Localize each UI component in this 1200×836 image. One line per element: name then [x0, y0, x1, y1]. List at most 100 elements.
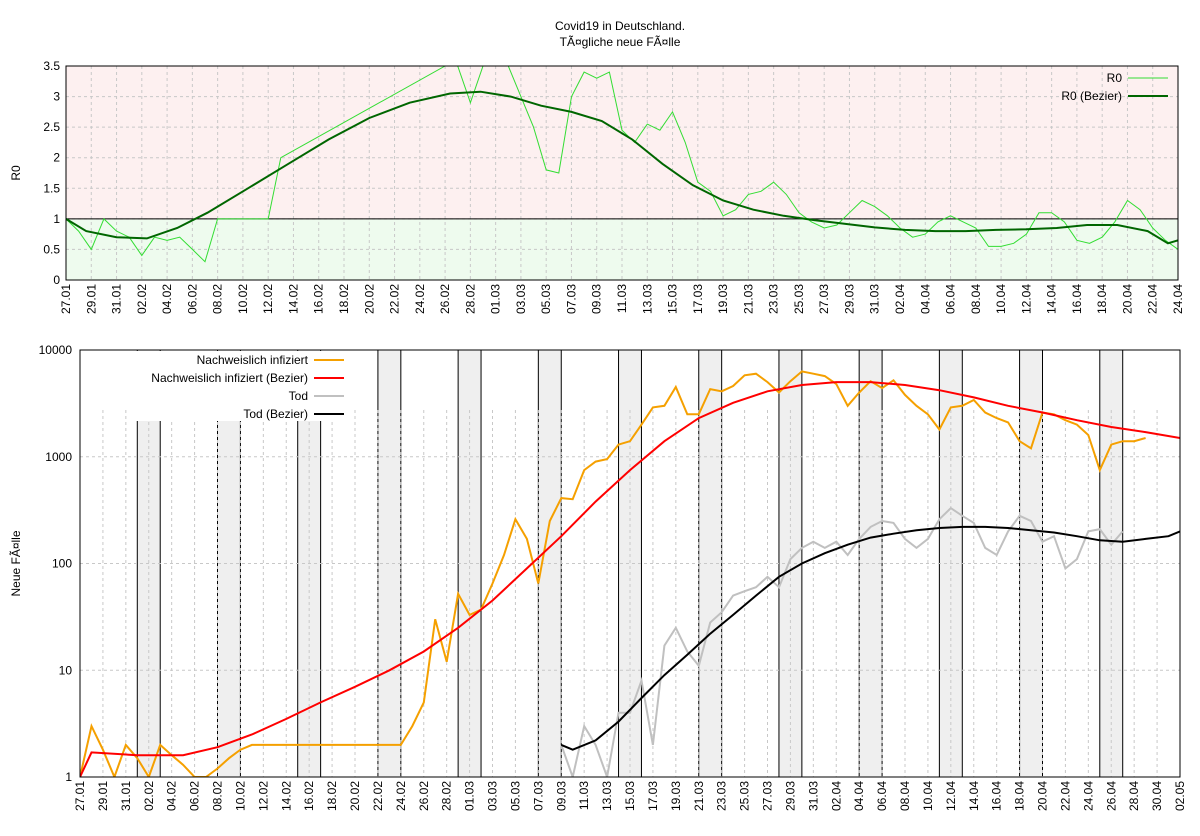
cases-xtick-label: 29.01	[96, 781, 110, 811]
cases-xtick-label: 14.04	[967, 781, 981, 811]
cases-xtick-label: 04.02	[165, 781, 179, 811]
cases-xtick-label: 22.04	[1058, 781, 1072, 811]
r0-xtick-label: 20.04	[1120, 284, 1134, 314]
cases-xtick-label: 08.02	[211, 781, 225, 811]
cases-xtick-label: 17.03	[646, 781, 660, 811]
chart-title: Covid19 in Deutschland.	[555, 19, 685, 33]
r0-xtick-label: 01.03	[489, 284, 503, 314]
r0-xtick-label: 07.03	[564, 284, 578, 314]
r0-xtick-label: 05.03	[539, 284, 553, 314]
r0-ylabel: R0	[9, 165, 23, 181]
r0-ytick-label: 0	[53, 273, 60, 287]
cases-xtick-label: 12.02	[256, 781, 270, 811]
cases-legend-label: Tod (Bezier)	[243, 407, 308, 421]
cases-xtick-label: 21.03	[692, 781, 706, 811]
cases-xtick-label: 20.04	[1036, 781, 1050, 811]
cases-xtick-label: 01.03	[463, 781, 477, 811]
r0-xtick-label: 16.04	[1070, 284, 1084, 314]
r0-xtick-label: 22.02	[388, 284, 402, 314]
cases-series-line	[80, 370, 1146, 777]
weekend-band	[859, 350, 883, 777]
r0-xtick-label: 02.04	[893, 284, 907, 314]
cases-xtick-label: 04.04	[852, 781, 866, 811]
cases-ylabel: Neue FÃ¤lle	[9, 530, 23, 596]
cases-xtick-label: 20.02	[348, 781, 362, 811]
r0-ytick-label: 2.5	[43, 120, 60, 134]
cases-xtick-label: 06.02	[188, 781, 202, 811]
cases-legend-label: Nachweislich infiziert	[197, 353, 309, 367]
r0-xtick-label: 13.03	[640, 284, 654, 314]
cases-xtick-label: 11.03	[577, 781, 591, 810]
r0-legend-label: R0 (Bezier)	[1061, 89, 1122, 103]
r0-xtick-label: 21.03	[741, 284, 755, 314]
cases-ytick-label: 100	[52, 557, 72, 571]
r0-xtick-label: 15.03	[666, 284, 680, 314]
r0-ytick-label: 1.5	[43, 181, 60, 195]
cases-xtick-label: 27.01	[73, 781, 87, 811]
cases-ytick-label: 1000	[45, 450, 72, 464]
r0-above-one-band	[66, 66, 1178, 219]
cases-xtick-label: 16.02	[302, 781, 316, 811]
r0-xtick-label: 24.04	[1171, 284, 1185, 314]
cases-xtick-label: 27.03	[761, 781, 775, 811]
cases-xtick-label: 25.03	[738, 781, 752, 811]
cases-ytick-label: 10000	[39, 343, 73, 357]
r0-ytick-label: 0.5	[43, 242, 60, 256]
r0-xtick-label: 10.04	[994, 284, 1008, 314]
weekend-band	[217, 350, 241, 777]
r0-xtick-label: 27.01	[59, 284, 73, 314]
cases-xtick-label: 26.04	[1104, 781, 1118, 811]
cases-xtick-label: 24.04	[1081, 781, 1095, 811]
cases-xtick-label: 31.03	[806, 781, 820, 811]
r0-xtick-label: 18.02	[337, 284, 351, 314]
r0-xtick-label: 19.03	[716, 284, 730, 314]
weekend-band	[377, 350, 401, 777]
cases-xtick-label: 08.04	[898, 781, 912, 811]
r0-series-line	[66, 90, 1178, 245]
cases-xtick-label: 10.02	[233, 781, 247, 811]
r0-xtick-label: 31.01	[110, 284, 124, 314]
r0-ytick-label: 3.5	[43, 59, 60, 73]
cases-xtick-label: 24.02	[394, 781, 408, 811]
r0-xtick-label: 20.02	[362, 284, 376, 314]
r0-xtick-label: 25.03	[792, 284, 806, 314]
cases-xtick-label: 05.03	[508, 781, 522, 811]
cases-ytick-label: 10	[59, 663, 73, 677]
cases-xtick-label: 02.02	[142, 781, 156, 811]
cases-xtick-label: 02.05	[1173, 781, 1187, 811]
cases-xtick-label: 28.04	[1127, 781, 1141, 811]
cases-xtick-label: 19.03	[669, 781, 683, 811]
r0-xtick-label: 29.03	[842, 284, 856, 314]
cases-xtick-label: 06.04	[875, 781, 889, 811]
cases-legend-bg	[130, 351, 348, 421]
r0-xtick-label: 12.04	[1019, 284, 1033, 314]
cases-xtick-label: 23.03	[715, 781, 729, 811]
weekend-band	[458, 350, 482, 777]
cases-legend-label: Nachweislich infiziert (Bezier)	[151, 371, 308, 385]
cases-series-line	[560, 525, 1180, 751]
r0-ytick-label: 1	[53, 212, 60, 226]
cases-xtick-label: 28.02	[440, 781, 454, 811]
r0-xtick-label: 11.03	[615, 284, 629, 313]
cases-xtick-label: 10.04	[921, 781, 935, 811]
r0-xtick-label: 04.02	[160, 284, 174, 314]
cases-xtick-label: 16.04	[990, 781, 1004, 811]
chart-subtitle: TÃ¤gliche neue FÃ¤lle	[560, 35, 681, 49]
r0-xtick-label: 18.04	[1095, 284, 1109, 314]
cases-legend-label: Tod	[289, 389, 308, 403]
cases-xtick-label: 02.04	[829, 781, 843, 811]
r0-ytick-label: 2	[53, 151, 60, 165]
cases-frame	[79, 349, 1181, 778]
cases-xtick-label: 09.03	[554, 781, 568, 811]
cases-series-line	[560, 506, 1124, 777]
r0-frame	[65, 65, 1179, 281]
r0-xtick-label: 31.03	[868, 284, 882, 314]
r0-xtick-label: 16.02	[312, 284, 326, 314]
r0-xtick-label: 14.04	[1045, 284, 1059, 314]
cases-xtick-label: 26.02	[417, 781, 431, 811]
r0-legend-label: R0	[1107, 71, 1123, 85]
cases-xtick-label: 22.02	[371, 781, 385, 811]
r0-xtick-label: 10.02	[236, 284, 250, 314]
weekend-band	[618, 350, 642, 777]
